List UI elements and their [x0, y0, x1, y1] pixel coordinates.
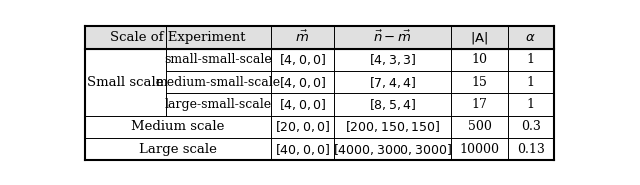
Text: 10000: 10000	[460, 143, 499, 156]
Text: medium-small-scale: medium-small-scale	[156, 76, 281, 89]
Text: Medium scale: Medium scale	[131, 120, 225, 133]
Text: $\alpha$: $\alpha$	[525, 31, 536, 44]
Text: Large scale: Large scale	[139, 143, 217, 156]
Text: 1: 1	[527, 53, 535, 66]
Text: $[4,3,3]$: $[4,3,3]$	[369, 53, 417, 68]
Text: $[4,0,0]$: $[4,0,0]$	[278, 75, 326, 90]
Text: 15: 15	[472, 76, 488, 89]
Text: $[20,0,0]$: $[20,0,0]$	[275, 119, 330, 134]
Text: $[7,4,4]$: $[7,4,4]$	[369, 75, 417, 90]
Text: 17: 17	[472, 98, 488, 111]
Text: Scale of Experiment: Scale of Experiment	[110, 31, 246, 44]
Bar	[85, 26, 554, 49]
Text: small-small-scale: small-small-scale	[164, 53, 272, 66]
Text: large-small-scale: large-small-scale	[164, 98, 271, 111]
Text: 1: 1	[527, 76, 535, 89]
Text: $\vec{m}$: $\vec{m}$	[296, 30, 309, 45]
Text: $\vec{n} - \vec{m}$: $\vec{n} - \vec{m}$	[373, 30, 412, 45]
Text: $[4,0,0]$: $[4,0,0]$	[278, 53, 326, 68]
Text: 10: 10	[472, 53, 488, 66]
Text: $[8,5,4]$: $[8,5,4]$	[369, 97, 417, 112]
Text: $[4000,3000,3000]$: $[4000,3000,3000]$	[333, 142, 452, 157]
Text: $[40,0,0]$: $[40,0,0]$	[275, 142, 330, 157]
Text: $|\mathrm{A}|$: $|\mathrm{A}|$	[470, 30, 488, 46]
Text: 0.3: 0.3	[521, 120, 541, 133]
Text: $[200,150,150]$: $[200,150,150]$	[345, 119, 440, 134]
Text: Small scale: Small scale	[87, 76, 163, 89]
Text: 0.13: 0.13	[517, 143, 545, 156]
Text: $[4,0,0]$: $[4,0,0]$	[278, 97, 326, 112]
Text: 1: 1	[527, 98, 535, 111]
Text: 500: 500	[468, 120, 492, 133]
